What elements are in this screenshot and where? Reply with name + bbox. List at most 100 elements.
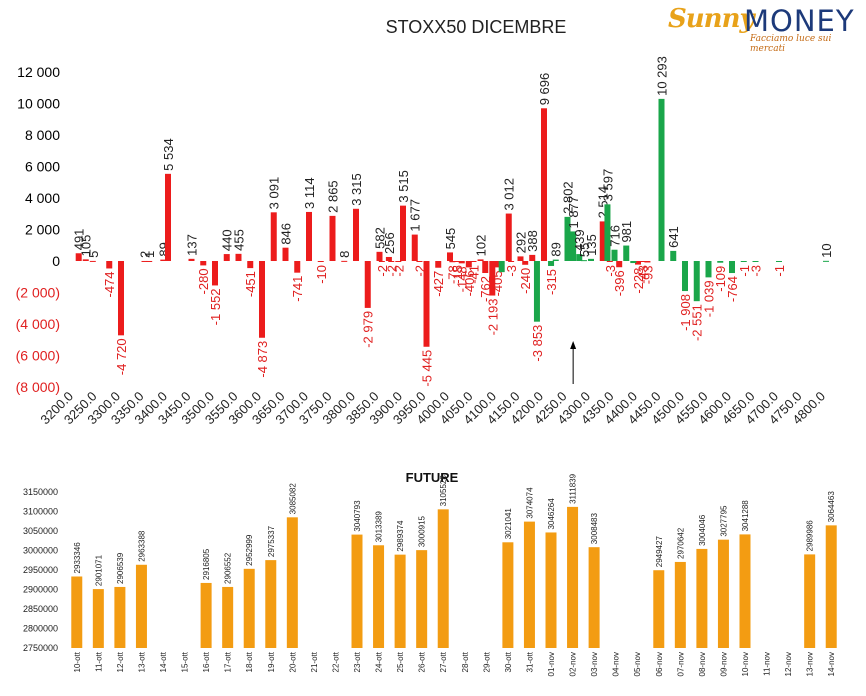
data-label: 3 597 xyxy=(600,169,615,202)
bar xyxy=(454,261,461,262)
data-label: 2 xyxy=(138,251,153,258)
future-x-tick-label: 12-ott xyxy=(116,651,125,672)
sunny-money-logo: Sunny MONEY Facciamo luce sui mercati xyxy=(664,2,864,54)
data-label: 1 677 xyxy=(408,199,423,232)
bar xyxy=(522,261,529,265)
bar xyxy=(564,216,571,261)
data-label: -5 445 xyxy=(420,350,435,387)
future-x-tick-label: 06-nov xyxy=(655,652,664,676)
future-x-tick-label: 31-ott xyxy=(525,651,534,672)
bar xyxy=(353,208,359,261)
future-data-label: 2916805 xyxy=(202,548,211,580)
data-label: 439 xyxy=(572,229,587,251)
bar xyxy=(623,245,630,261)
data-label: -41 xyxy=(467,265,482,284)
bar xyxy=(270,212,277,261)
bar xyxy=(423,261,430,347)
future-x-tick-label: 13-nov xyxy=(806,652,815,676)
future-bar xyxy=(523,521,535,648)
bar xyxy=(588,258,594,261)
data-label: -2 xyxy=(412,265,427,277)
data-label: -148 xyxy=(455,266,470,292)
data-label: 256 xyxy=(382,232,397,254)
future-data-label: 3111839 xyxy=(569,473,578,504)
bar xyxy=(670,250,677,261)
bar xyxy=(611,249,618,261)
future-x-tick-label: 11-nov xyxy=(763,652,772,676)
logo-money: MONEY xyxy=(744,4,855,38)
future-data-label: 2906552 xyxy=(224,552,233,584)
data-label: -396 xyxy=(612,270,627,296)
bar xyxy=(82,259,89,261)
data-label: -109 xyxy=(713,266,728,292)
bar xyxy=(259,261,265,338)
bar xyxy=(552,259,559,261)
future-x-tick-label: 27-ott xyxy=(439,651,448,672)
future-data-label: 2975337 xyxy=(267,525,276,557)
data-label: 388 xyxy=(525,230,540,252)
bar xyxy=(378,261,385,262)
y-tick-label: 10 000 xyxy=(17,96,60,112)
future-bar xyxy=(243,568,255,648)
future-x-tick-label: 18-ott xyxy=(245,651,254,672)
future-bar xyxy=(674,561,686,648)
future-data-label: 3013389 xyxy=(375,511,384,543)
bar xyxy=(118,261,124,336)
bar xyxy=(200,261,207,266)
bar xyxy=(165,173,171,261)
data-label: -451 xyxy=(243,271,258,297)
future-x-tick-label: 19-ott xyxy=(267,651,276,672)
bar xyxy=(141,260,148,262)
bar xyxy=(306,211,312,261)
future-bar xyxy=(416,550,428,648)
y-tick-label: 2 000 xyxy=(25,222,60,238)
data-label: -1 xyxy=(737,265,752,277)
bar xyxy=(282,247,289,261)
future-x-tick-label: 30-ott xyxy=(504,651,513,672)
data-label: -15 xyxy=(450,265,465,284)
future-bar xyxy=(92,589,104,648)
bar xyxy=(717,261,724,263)
bar xyxy=(639,261,646,262)
bar xyxy=(470,261,477,262)
data-label: 716 xyxy=(608,225,623,247)
future-data-label: 2933346 xyxy=(73,542,82,574)
future-x-tick-label: 11-ott xyxy=(94,651,103,672)
data-label: -1 908 xyxy=(678,294,693,331)
bar xyxy=(529,254,536,261)
future-x-tick-label: 03-nov xyxy=(590,652,599,676)
bar xyxy=(329,215,336,261)
bar xyxy=(341,260,348,262)
future-bar xyxy=(114,586,126,648)
y-tick-label: (8 000) xyxy=(16,379,60,395)
future-x-tick-label: 04-nov xyxy=(612,652,621,676)
data-label: 292 xyxy=(514,232,529,254)
future-data-label: 2949427 xyxy=(655,536,664,568)
future-bar xyxy=(71,576,83,648)
future-bar xyxy=(265,560,277,648)
bar xyxy=(364,261,371,308)
future-x-tick-label: 13-ott xyxy=(137,651,146,672)
future-data-label: 3064463 xyxy=(827,491,836,523)
data-label: 55 xyxy=(577,243,592,257)
future-x-tick-label: 25-ott xyxy=(396,651,405,672)
y-tick-label: (4 000) xyxy=(16,316,60,332)
y-tick-label: (2 000) xyxy=(16,285,60,301)
future-data-label: 2989986 xyxy=(806,520,815,552)
future-x-tick-label: 28-ott xyxy=(461,651,470,672)
future-x-tick-label: 10-nov xyxy=(741,652,750,676)
future-y-tick-label: 2750000 xyxy=(23,643,58,653)
data-label: -43 xyxy=(636,265,651,284)
price-arrow-head xyxy=(570,341,577,349)
bar xyxy=(570,231,577,261)
bar xyxy=(752,261,759,262)
bar xyxy=(580,260,587,262)
future-data-label: 3085082 xyxy=(288,483,297,515)
future-x-tick-label: 23-ott xyxy=(353,651,362,672)
bar xyxy=(212,261,218,286)
data-label: -3 xyxy=(603,265,618,277)
future-bar xyxy=(437,509,449,648)
future-volume-chart: FUTURE 3150000 3100000 3050000 3000000 29500… xyxy=(23,470,837,676)
future-data-label: 3000915 xyxy=(418,515,427,547)
